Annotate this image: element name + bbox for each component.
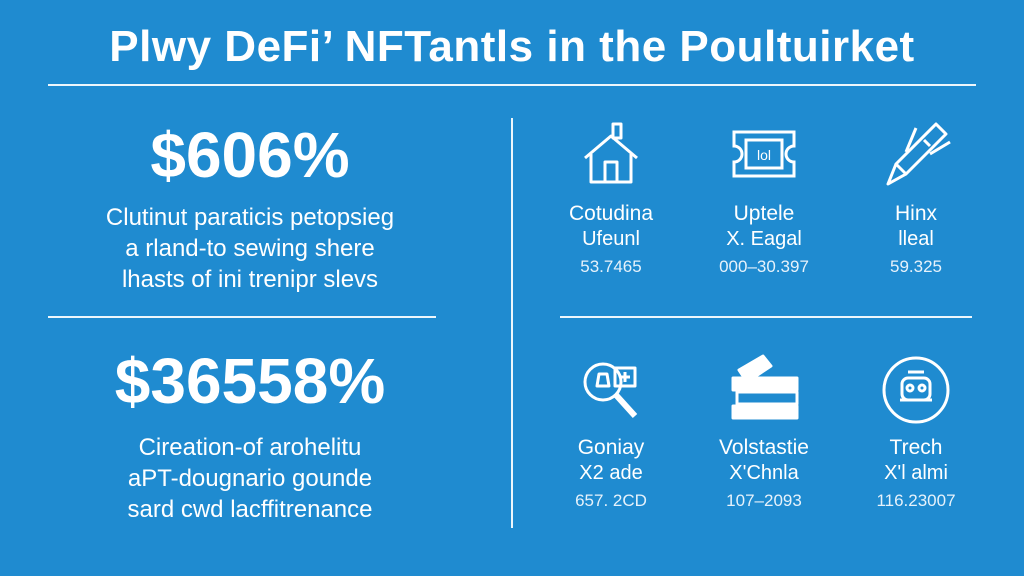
- cell-sublabel: Ufeunl: [582, 228, 640, 250]
- cell-value: 107–2093: [726, 491, 802, 510]
- page-title: Plwy DeFi’ NFTantls in the Poultuirket: [109, 22, 915, 71]
- cell-value: 000–30.397: [719, 257, 809, 276]
- robot-circle-icon: [831, 352, 1001, 433]
- magnifier-icon: [526, 352, 696, 433]
- cell-value: 59.325: [890, 257, 942, 276]
- cell-sublabel: X'l almi: [884, 462, 948, 484]
- cell-sublabel: X'Chnla: [729, 462, 799, 484]
- vertical-divider: [511, 118, 513, 528]
- left-divider: [48, 316, 436, 318]
- stat-2-line-1: Cireation-of arohelitu: [138, 434, 362, 461]
- house-icon: [526, 118, 696, 199]
- stat-value-2: $36558%: [114, 345, 386, 417]
- grid-cell-3: Hinx lleal 59.325: [831, 118, 1001, 279]
- grid-cell-2: lol Uptele X. Eagal 000–30.397: [679, 118, 849, 279]
- cell-value: 657. 2CD: [575, 491, 647, 510]
- cell-value: 53.7465: [580, 257, 642, 276]
- right-divider: [560, 316, 972, 318]
- svg-text:lol: lol: [757, 147, 771, 163]
- stat-2-line-3: sard cwd lacffitrenance: [127, 496, 373, 523]
- cell-sublabel: X. Eagal: [726, 228, 802, 250]
- stat-2-line-2: aPT-dougnario gounde: [127, 465, 373, 492]
- cell-label: Volstastie: [719, 436, 809, 459]
- grid-cell-4: Goniay X2 ade 657. 2CD: [526, 352, 696, 513]
- grid-cell-1: Cotudina Ufeunl 53.7465: [526, 118, 696, 279]
- grid-cell-6: Trech X'l almi 116.23007: [831, 352, 1001, 513]
- title-divider: [48, 84, 976, 86]
- cell-label: Hinx: [894, 202, 937, 225]
- cell-sublabel: X2 ade: [579, 462, 643, 484]
- cell-label: Trech: [889, 436, 943, 459]
- grid-cell-5: Volstastie X'Chnla 107–2093: [679, 352, 849, 513]
- cell-sublabel: lleal: [898, 228, 934, 250]
- cell-label: Cotudina: [568, 202, 654, 225]
- stat-1-line-1: Clutinut paraticis petopsieg: [105, 204, 395, 231]
- cell-label: Goniay: [577, 436, 645, 459]
- stacked-books-icon: [679, 352, 849, 433]
- ticket-icon: lol: [679, 118, 849, 199]
- cell-label: Uptele: [733, 202, 795, 225]
- rocket-pen-icon: [831, 118, 1001, 199]
- stat-value-1: $606%: [150, 119, 350, 191]
- stat-description-2: Cireation-of arohelitu aPT-dougnario gou…: [20, 432, 480, 525]
- stat-1-line-3: lhasts of ini trenipr slevs: [121, 266, 379, 293]
- cell-value: 116.23007: [876, 491, 956, 510]
- stat-1-line-2: a rland-to sewing shere: [125, 235, 375, 262]
- stat-description-1: Clutinut paraticis petopsieg a rland-to …: [20, 202, 480, 295]
